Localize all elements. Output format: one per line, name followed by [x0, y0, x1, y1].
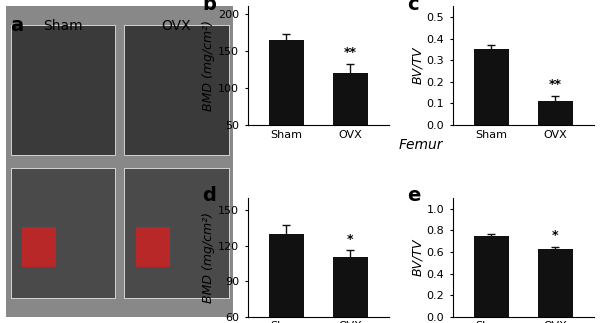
Y-axis label: BV/TV: BV/TV: [411, 47, 424, 84]
Text: OVX: OVX: [161, 19, 191, 33]
Text: *: *: [347, 233, 354, 245]
Bar: [473, 49, 509, 125]
Text: a: a: [11, 16, 23, 35]
Bar: [269, 234, 304, 323]
Bar: [333, 257, 368, 323]
Text: **: **: [549, 78, 562, 91]
Text: e: e: [407, 186, 421, 205]
Text: Femur: Femur: [398, 138, 443, 152]
Bar: [473, 236, 509, 317]
Bar: [136, 227, 170, 267]
Text: Sham: Sham: [43, 19, 83, 33]
Bar: [333, 73, 368, 162]
Bar: [269, 40, 304, 162]
Bar: [11, 168, 115, 298]
Y-axis label: BV/TV: BV/TV: [411, 239, 424, 276]
Bar: [538, 101, 573, 125]
Bar: [11, 25, 115, 155]
Text: d: d: [202, 186, 216, 205]
Text: b: b: [202, 0, 216, 14]
Text: c: c: [407, 0, 419, 14]
Text: *: *: [552, 229, 559, 242]
Y-axis label: BMD (mg/cm²): BMD (mg/cm²): [202, 212, 215, 303]
Y-axis label: BMD (mg/cm²): BMD (mg/cm²): [202, 20, 215, 111]
Bar: [22, 227, 56, 267]
Bar: [538, 249, 573, 317]
Bar: [124, 25, 229, 155]
Bar: [124, 168, 229, 298]
Text: **: **: [344, 47, 357, 59]
